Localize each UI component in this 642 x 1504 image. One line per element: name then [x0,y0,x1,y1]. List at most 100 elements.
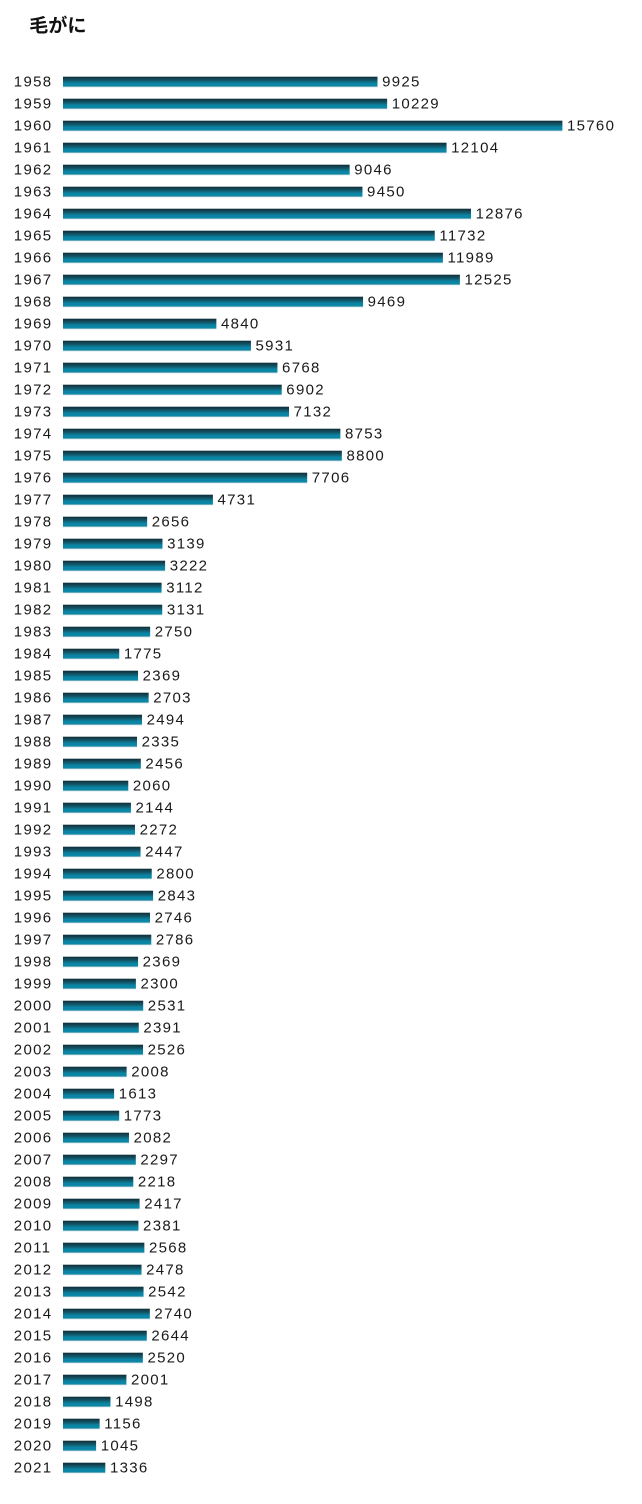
svg-text:2335: 2335 [142,734,181,751]
svg-text:1045: 1045 [101,1438,140,1455]
svg-text:2060: 2060 [133,778,172,795]
svg-text:1975: 1975 [14,448,53,465]
svg-text:2007: 2007 [14,1152,53,1169]
svg-text:1613: 1613 [119,1086,158,1103]
svg-text:2012: 2012 [14,1262,53,1279]
svg-text:11732: 11732 [439,228,486,245]
svg-text:2008: 2008 [131,1064,170,1081]
svg-text:2369: 2369 [143,668,182,685]
svg-text:2300: 2300 [140,976,179,993]
svg-text:2494: 2494 [147,712,186,729]
svg-text:4731: 4731 [218,492,257,509]
svg-text:1961: 1961 [14,140,53,157]
svg-text:2447: 2447 [145,844,184,861]
svg-text:2011: 2011 [14,1240,51,1257]
svg-text:4840: 4840 [221,316,260,333]
svg-text:3131: 3131 [167,602,206,619]
svg-text:1982: 1982 [14,602,53,619]
svg-text:12525: 12525 [464,272,512,289]
svg-text:9450: 9450 [367,184,406,201]
svg-text:1987: 1987 [14,712,53,729]
svg-text:2391: 2391 [143,1020,182,1037]
svg-text:9046: 9046 [354,162,393,179]
svg-text:7706: 7706 [312,470,351,487]
svg-text:15760: 15760 [567,118,615,135]
svg-text:1498: 1498 [115,1394,154,1411]
svg-text:1981: 1981 [14,580,53,597]
svg-text:2520: 2520 [147,1350,186,1367]
svg-text:1971: 1971 [14,360,53,377]
svg-text:1976: 1976 [14,470,53,487]
svg-text:2144: 2144 [136,800,175,817]
svg-text:2417: 2417 [144,1196,183,1213]
svg-text:9469: 9469 [368,294,407,311]
svg-text:2272: 2272 [140,822,179,839]
svg-text:9925: 9925 [382,74,421,91]
svg-text:1998: 1998 [14,954,53,971]
svg-text:1958: 1958 [14,74,53,91]
svg-text:2001: 2001 [14,1020,53,1037]
svg-text:2015: 2015 [14,1328,53,1345]
svg-text:1984: 1984 [14,646,53,663]
svg-text:1959: 1959 [14,96,53,113]
svg-text:2297: 2297 [140,1152,179,1169]
svg-text:2010: 2010 [14,1218,53,1235]
svg-text:1988: 1988 [14,734,53,751]
svg-text:1992: 1992 [14,822,53,839]
svg-text:1969: 1969 [14,316,53,333]
svg-text:1336: 1336 [110,1460,149,1477]
svg-text:2021: 2021 [14,1460,53,1477]
svg-text:1991: 1991 [14,800,53,817]
svg-text:1967: 1967 [14,272,53,289]
svg-text:3112: 3112 [166,580,203,597]
svg-text:8753: 8753 [345,426,384,443]
svg-text:1965: 1965 [14,228,53,245]
svg-text:1999: 1999 [14,976,53,993]
svg-text:2456: 2456 [145,756,184,773]
svg-text:2006: 2006 [14,1130,53,1147]
svg-text:1978: 1978 [14,514,53,531]
svg-text:2703: 2703 [153,690,192,707]
svg-text:2750: 2750 [155,624,194,641]
svg-text:2005: 2005 [14,1108,53,1125]
svg-text:2013: 2013 [14,1284,53,1301]
svg-text:1993: 1993 [14,844,53,861]
svg-text:2746: 2746 [155,910,194,927]
svg-text:1973: 1973 [14,404,53,421]
svg-text:1980: 1980 [14,558,53,575]
svg-text:2016: 2016 [14,1350,53,1367]
svg-text:12876: 12876 [476,206,524,223]
svg-text:2369: 2369 [143,954,182,971]
svg-text:1979: 1979 [14,536,53,553]
svg-text:1773: 1773 [124,1108,163,1125]
svg-text:1964: 1964 [14,206,53,223]
svg-text:1960: 1960 [14,118,53,135]
svg-text:1962: 1962 [14,162,53,179]
svg-text:2003: 2003 [14,1064,53,1081]
svg-text:2082: 2082 [134,1130,173,1147]
svg-text:1994: 1994 [14,866,53,883]
svg-text:2020: 2020 [14,1438,53,1455]
svg-text:2478: 2478 [146,1262,185,1279]
svg-text:5931: 5931 [256,338,295,355]
svg-text:1986: 1986 [14,690,53,707]
svg-text:2531: 2531 [148,998,187,1015]
svg-text:1970: 1970 [14,338,53,355]
svg-text:12104: 12104 [451,140,499,157]
svg-text:2009: 2009 [14,1196,53,1213]
svg-text:1996: 1996 [14,910,53,927]
svg-text:2018: 2018 [14,1394,53,1411]
svg-text:2218: 2218 [138,1174,177,1191]
svg-text:2542: 2542 [148,1284,187,1301]
svg-text:6768: 6768 [282,360,321,377]
svg-text:2008: 2008 [14,1174,53,1191]
svg-text:3222: 3222 [170,558,209,575]
svg-text:1990: 1990 [14,778,53,795]
svg-text:8800: 8800 [346,448,385,465]
svg-text:1983: 1983 [14,624,53,641]
svg-text:1963: 1963 [14,184,53,201]
svg-text:2001: 2001 [131,1372,170,1389]
svg-text:1977: 1977 [14,492,53,509]
svg-text:1966: 1966 [14,250,53,267]
svg-text:3139: 3139 [167,536,206,553]
